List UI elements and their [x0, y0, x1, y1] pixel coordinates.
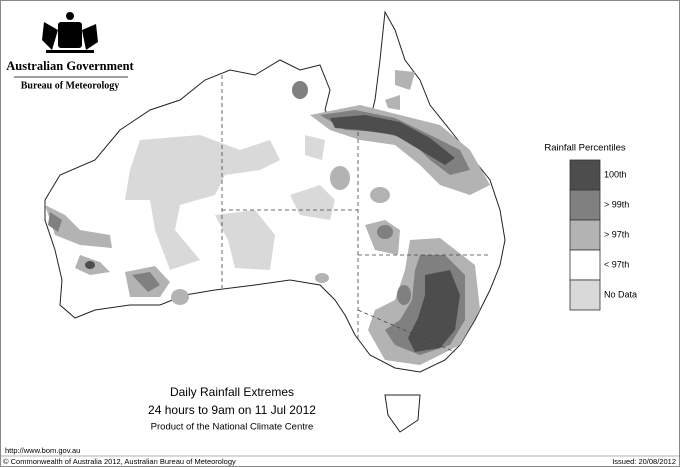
state-borders [221, 75, 490, 353]
legend-title: Rainfall Percentiles [544, 143, 626, 154]
copyright: © Commonwealth of Australia 2012, Austra… [3, 457, 236, 466]
crest [42, 12, 98, 53]
legend-swatch [569, 219, 601, 251]
legend-label: No Data [604, 289, 637, 299]
legend-label: 100th [604, 169, 627, 179]
legend: 100th > 99th > 97th < 97th No Data [569, 159, 637, 311]
legend-label: < 97th [604, 259, 629, 269]
no-data-areas [125, 135, 335, 270]
department: Bureau of Meteorology [21, 80, 120, 91]
map-title: Daily Rainfall Extremes [170, 385, 294, 399]
map-product: Product of the National Climate Centre [151, 422, 314, 433]
legend-swatch [569, 159, 601, 191]
organisation: Australian Government [6, 59, 134, 73]
tasmania [384, 394, 421, 433]
legend-swatch [569, 279, 601, 311]
map-period: 24 hours to 9am on 11 Jul 2012 [148, 403, 316, 417]
source-url[interactable]: http://www.bom.gov.au [5, 446, 80, 455]
legend-swatch [569, 189, 601, 221]
legend-label: > 97th [604, 229, 629, 239]
100th-areas [85, 115, 460, 352]
legend-swatch [569, 249, 601, 281]
issued-date: Issued: 20/08/2012 [612, 457, 676, 466]
legend-label: > 99th [604, 199, 629, 209]
